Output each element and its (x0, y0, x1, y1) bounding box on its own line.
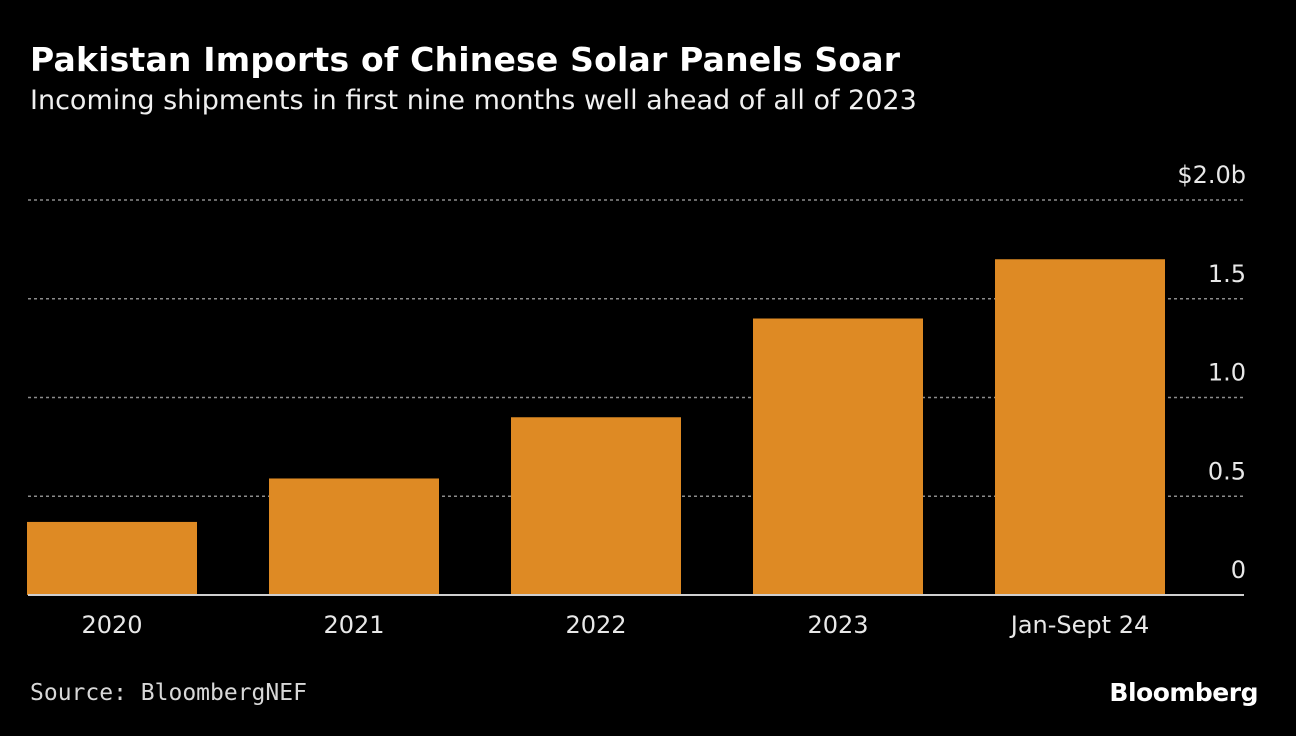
y-tick-label-1: 0.5 (1208, 457, 1246, 485)
bar-3 (753, 318, 923, 595)
x-axis-tick-labels: 2020 2021 2022 2023 Jan-Sept 24 (81, 611, 1149, 639)
bar-1 (269, 478, 439, 595)
bar-4 (995, 259, 1165, 595)
y-tick-label-3: 1.5 (1208, 260, 1246, 288)
chart-title: Pakistan Imports of Chinese Solar Panels… (30, 40, 901, 79)
y-tick-label-0: 0 (1231, 556, 1246, 584)
y-tick-label-2: 1.0 (1208, 359, 1246, 387)
y-axis-tick-labels: 0 0.5 1.0 1.5 $2.0b (1177, 161, 1246, 584)
bar-2 (511, 417, 681, 595)
y-tick-label-4: $2.0b (1177, 161, 1246, 189)
x-tick-label-0: 2020 (81, 611, 142, 639)
x-tick-label-1: 2021 (323, 611, 384, 639)
chart-subtitle: Incoming shipments in first nine months … (30, 85, 917, 116)
x-tick-label-4: Jan-Sept 24 (1009, 611, 1149, 639)
bloomberg-logo: Bloomberg (1109, 678, 1258, 707)
bars (27, 259, 1165, 595)
x-tick-label-3: 2023 (807, 611, 868, 639)
bar-0 (27, 521, 197, 595)
source-note: Source: BloombergNEF (30, 680, 307, 706)
x-tick-label-2: 2022 (565, 611, 626, 639)
